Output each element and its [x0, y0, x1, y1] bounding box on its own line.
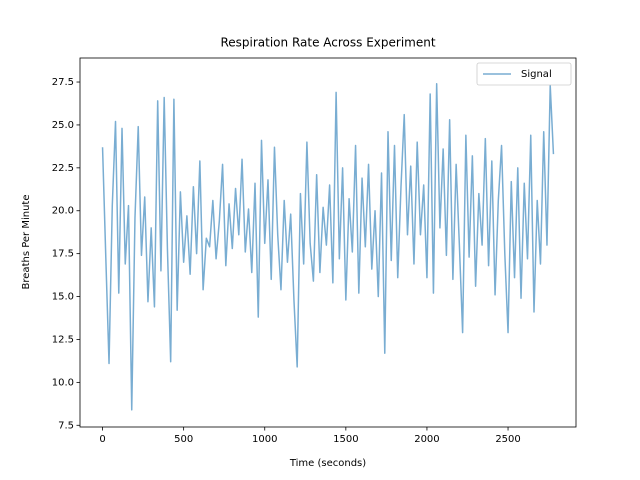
plot-frame: [79, 57, 577, 428]
y-tick-label: 20.0: [52, 206, 74, 217]
x-tick-label: 2500: [495, 434, 520, 445]
x-tick-label: 0: [99, 434, 105, 445]
data-line: [101, 82, 555, 411]
y-tick-label: 7.5: [58, 420, 74, 431]
x-tick-label: 500: [174, 434, 193, 445]
y-axis-label: Breaths Per Minute: [21, 195, 32, 290]
y-tick-label: 27.5: [52, 77, 74, 88]
chart-title: Respiration Rate Across Experiment: [220, 36, 435, 50]
y-tick-label: 22.5: [52, 163, 74, 174]
x-tick-label: 1500: [333, 434, 358, 445]
y-tick-label: 25.0: [52, 120, 74, 131]
x-tick-label: 2000: [414, 434, 439, 445]
y-tick-label: 15.0: [52, 292, 74, 303]
x-axis-label: Time (seconds): [289, 458, 366, 469]
legend-box: [476, 62, 572, 86]
y-tick-label: 12.5: [52, 334, 74, 345]
y-tick-label: 10.0: [52, 377, 74, 388]
legend-label: Signal: [521, 69, 552, 80]
x-tick-label: 1000: [252, 434, 277, 445]
y-tick-label: 17.5: [52, 249, 74, 260]
